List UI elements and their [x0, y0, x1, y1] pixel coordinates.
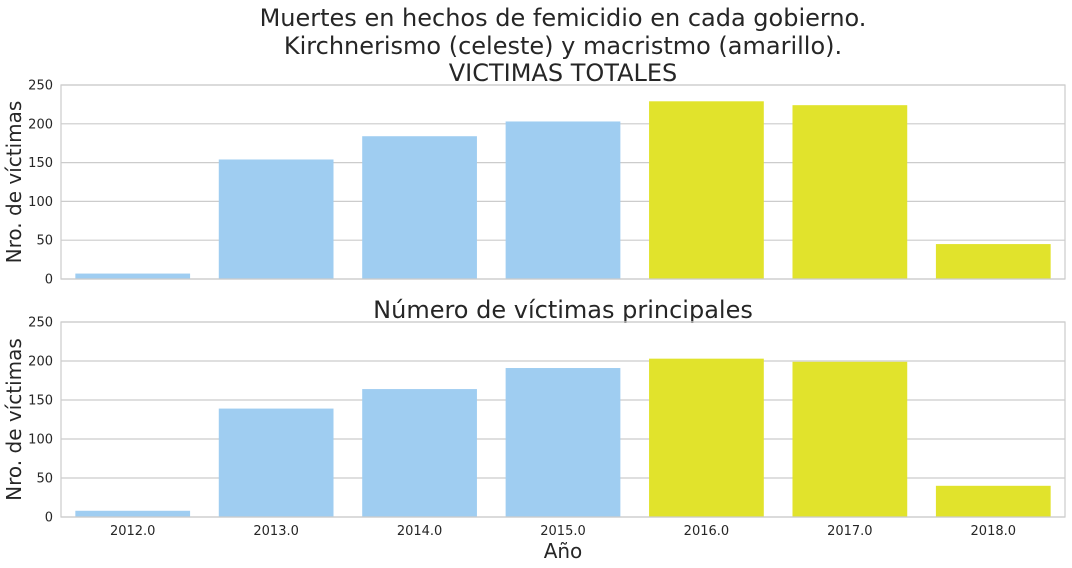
y-tick-label: 100	[28, 195, 53, 210]
x-tick-label: 2012.0	[110, 524, 156, 539]
chart-title-line: Kirchnerismo (celeste) y macristmo (amar…	[284, 32, 842, 60]
y-tick-label: 150	[28, 394, 53, 409]
y-tick-label: 50	[36, 234, 53, 249]
chart-panel-1: Muertes en hechos de femicidio en cada g…	[2, 4, 1066, 288]
x-tick-label: 2014.0	[397, 524, 443, 539]
chart-title-line: Muertes en hechos de femicidio en cada g…	[260, 4, 867, 32]
bar-2013.0	[218, 408, 334, 517]
y-tick-label: 250	[28, 316, 53, 331]
y-tick-label: 0	[45, 511, 53, 526]
y-tick-label: 200	[28, 355, 53, 370]
y-tick-label: 50	[36, 472, 53, 487]
y-tick-label: 250	[28, 79, 53, 94]
x-tick-label: 2018.0	[971, 524, 1017, 539]
chart-title-line: VICTIMAS TOTALES	[449, 59, 678, 87]
bar-2014.0	[362, 389, 477, 517]
bar-2013.0	[218, 159, 334, 279]
bar-2015.0	[505, 368, 621, 517]
bar-2018.0	[935, 244, 1051, 279]
chart-title-line: Número de víctimas principales	[373, 296, 753, 324]
y-tick-label: 0	[45, 273, 53, 288]
x-tick-label: 2015.0	[540, 524, 586, 539]
x-axis-label: Año	[544, 539, 583, 563]
plot-frame	[60, 321, 1066, 518]
y-axis-label: Nro. de víctimas	[2, 101, 26, 264]
bar-2018.0	[935, 485, 1051, 517]
x-tick-label: 2017.0	[827, 524, 873, 539]
chart-panel-2: Número de víctimas principales 0 50 100 150 2…	[2, 296, 1066, 563]
bar-2017.0	[792, 361, 908, 517]
bar-2016.0	[649, 101, 764, 280]
bar-2014.0	[362, 136, 477, 279]
y-axis-label: Nro. de víctimas	[2, 338, 26, 501]
x-tick-label: 2016.0	[684, 524, 730, 539]
bar-2015.0	[505, 121, 621, 279]
y-tick-label: 200	[28, 117, 53, 132]
plot-frame	[60, 84, 1066, 280]
y-tick-label: 100	[28, 433, 53, 448]
bar-2016.0	[649, 358, 764, 517]
x-tick-label: 2013.0	[253, 524, 299, 539]
bar-2012.0	[75, 510, 191, 517]
bar-2012.0	[75, 273, 191, 279]
bar-2017.0	[792, 105, 908, 280]
y-tick-label: 150	[28, 156, 53, 171]
